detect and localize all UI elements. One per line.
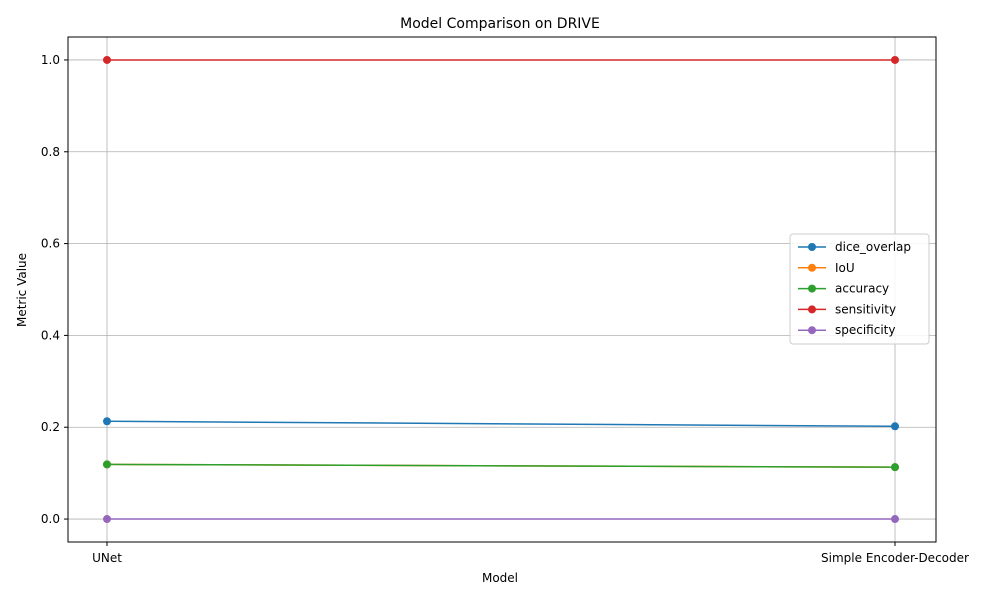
x-tick-label: Simple Encoder-Decoder [821, 551, 969, 565]
legend-marker [808, 263, 816, 272]
series-line [106, 463, 896, 468]
legend-marker [808, 243, 816, 251]
y-tick-label: 0.2 [41, 420, 60, 434]
legend-item: specificity [798, 323, 895, 337]
data-point [891, 55, 899, 64]
legend-label: dice_overlap [835, 240, 911, 254]
y-tick-label: 0.6 [41, 237, 60, 251]
series-sensitivity [103, 55, 899, 64]
legend-label: specificity [835, 323, 895, 337]
series-accuracy [103, 460, 899, 472]
legend-marker [808, 326, 816, 335]
data-point [103, 515, 111, 524]
y-axis-ticks: 0.0 0.2 0.4 0.6 0.8 1.0 [41, 53, 68, 526]
y-tick-label: 0.8 [41, 145, 60, 159]
legend-label: sensitivity [835, 302, 896, 316]
legend: dice_overlap IoU accuracy sensitivity specif… [789, 233, 930, 345]
legend-marker [808, 284, 816, 293]
data-point [891, 463, 899, 472]
series-specificity [103, 515, 899, 524]
legend-item: dice_overlap [798, 240, 911, 254]
legend-marker [808, 305, 816, 314]
data-point [891, 422, 899, 431]
series-dice-overlap [103, 417, 899, 431]
x-axis-label: Model [482, 571, 518, 585]
legend-item: accuracy [798, 282, 889, 296]
x-axis-ticks: UNet Simple Encoder-Decoder [92, 542, 969, 565]
legend-item: IoU [798, 261, 855, 275]
legend-label: IoU [835, 261, 855, 275]
y-tick-label: 0.4 [41, 328, 60, 342]
y-axis-label: Metric Value [15, 253, 29, 327]
legend-box [789, 233, 930, 345]
legend-label: accuracy [835, 282, 889, 296]
data-point [103, 55, 111, 64]
data-point [891, 515, 899, 524]
chart-title: Model Comparison on DRIVE [400, 16, 600, 32]
plot-frame [67, 36, 937, 543]
x-tick-label: UNet [92, 551, 122, 565]
series-line [106, 420, 896, 428]
data-point [103, 460, 111, 469]
legend-item: sensitivity [798, 302, 896, 316]
data-point [103, 417, 111, 426]
y-tick-label: 0.0 [41, 512, 60, 526]
y-tick-label: 1.0 [41, 53, 60, 67]
series-layer [103, 55, 899, 524]
